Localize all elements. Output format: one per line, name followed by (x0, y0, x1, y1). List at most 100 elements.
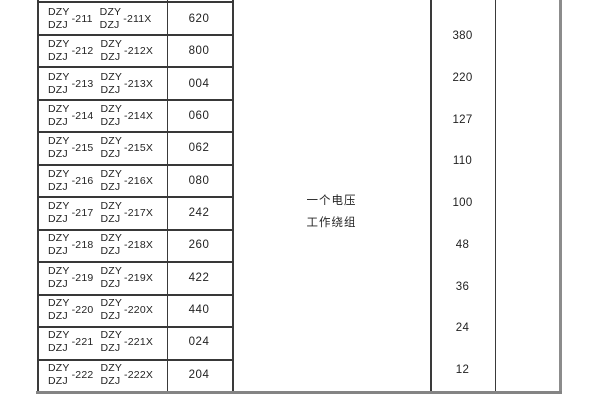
model-group-x: DZY DZJ -220X (100, 297, 153, 323)
model-group-x: DZY DZJ -216X (100, 168, 153, 194)
model-prefix-stack: DZY DZJ (48, 135, 70, 161)
row-separator-line (37, 326, 234, 328)
model-prefix-bottom: DZJ (100, 245, 121, 258)
row-separator-line (37, 228, 234, 231)
model-suffix-x: -213X (124, 77, 154, 90)
model-cell: DZY DZJ -211 DZY DZJ -211X (39, 3, 167, 35)
model-prefix-stack: DZY DZJ (48, 265, 70, 291)
model-cell: DZY DZJ -217 DZY DZJ -217X (39, 197, 167, 229)
empty-column (496, 0, 559, 391)
model-suffix-x: -219X (124, 271, 154, 284)
code-cell: 060 (188, 110, 210, 123)
model-suffix-x: -211X (123, 13, 152, 26)
model-prefix-bottom: DZJ (48, 277, 68, 290)
model-suffix: -217 (71, 207, 94, 220)
model-prefix-stack: DZY DZJ (100, 6, 122, 32)
divider-voltage-empty (494, 0, 496, 393)
row-separator-line (37, 293, 234, 296)
model-prefix-bottom: DZJ (48, 83, 68, 96)
model-prefix-top: DZY (48, 200, 70, 213)
model-prefix-bottom: DZJ (48, 245, 68, 258)
model-prefix-stack: DZY DZJ (48, 297, 70, 323)
model-suffix-x: -222X (124, 368, 154, 381)
model-prefix-top: DZY (48, 70, 70, 83)
code-cell: 080 (188, 174, 210, 187)
model-group-basic: DZY DZJ -221 (48, 329, 93, 355)
model-group-basic: DZY DZJ -215 (48, 135, 93, 161)
model-cell: DZY DZJ -220 DZY DZJ -220X (39, 294, 167, 326)
model-cell: DZY DZJ -219 DZY DZJ -219X (39, 262, 167, 294)
table-row: DZY DZJ -222 DZY DZJ -222X 204 (39, 359, 232, 391)
model-prefix-stack: DZY DZJ (48, 38, 70, 64)
model-prefix-stack: DZY DZJ (48, 200, 70, 226)
model-prefix-top: DZY (100, 103, 123, 116)
model-prefix-top: DZY (48, 329, 70, 342)
code-cell: 062 (188, 142, 210, 155)
model-prefix-bottom: DZJ (48, 310, 68, 323)
row-separator-line (37, 196, 234, 198)
table-row: DZY DZJ -218 DZY DZJ -218X 260 (39, 229, 232, 261)
voltage-value: 380 (452, 30, 473, 42)
voltage-value: 48 (455, 238, 470, 251)
model-prefix-top: DZY (100, 329, 123, 342)
model-prefix-bottom: DZJ (100, 148, 121, 161)
model-group-x: DZY DZJ -213X (100, 71, 153, 97)
table-row: DZY DZJ -219 DZY DZJ -219X 422 (39, 262, 232, 294)
table-row: DZY DZJ -221 DZY DZJ -221X 024 (39, 326, 232, 358)
row-separator-line (37, 1, 234, 3)
model-group-x: DZY DZJ -222X (100, 362, 153, 388)
model-prefix-bottom: DZJ (100, 51, 121, 64)
model-prefix-stack: DZY DZJ (48, 71, 70, 97)
model-prefix-bottom: DZJ (48, 51, 68, 64)
table-row: DZY DZJ -216 DZY DZJ -216X 080 (39, 165, 232, 197)
row-separator-line (37, 261, 234, 263)
voltage-value: 110 (452, 155, 473, 168)
voltage-value: 100 (452, 197, 473, 209)
model-group-basic: DZY DZJ -212 (48, 38, 93, 64)
model-suffix: -211 (71, 13, 93, 26)
model-prefix-stack: DZY DZJ (48, 329, 70, 355)
voltage-value: 24 (455, 322, 470, 335)
model-cell: DZY DZJ -212 DZY DZJ -212X (39, 35, 167, 67)
voltage-value: 36 (455, 280, 470, 293)
model-prefix-top: DZY (48, 6, 70, 19)
model-prefix-top: DZY (48, 361, 70, 374)
model-group-basic: DZY DZJ -217 (48, 200, 93, 226)
model-prefix-bottom: DZJ (100, 116, 121, 129)
model-prefix-top: DZY (100, 264, 123, 277)
model-group-basic: DZY DZJ -213 (48, 71, 93, 97)
model-prefix-bottom: DZJ (100, 213, 121, 226)
code-cell: 800 (188, 45, 210, 58)
model-suffix: -212 (71, 45, 94, 58)
model-prefix-top: DZY (48, 135, 70, 148)
model-prefix-top: DZY (100, 135, 123, 148)
model-cell: DZY DZJ -218 DZY DZJ -218X (39, 229, 167, 261)
model-suffix: -214 (71, 110, 94, 123)
model-prefix-stack: DZY DZJ (48, 168, 70, 194)
table-row: DZY DZJ -214 DZY DZJ -214X 060 (39, 100, 232, 132)
model-prefix-stack: DZY DZJ (100, 265, 122, 291)
model-prefix-top: DZY (100, 361, 123, 374)
model-cell: DZY DZJ -222 DZY DZJ -222X (39, 359, 167, 391)
model-prefix-top: DZY (99, 6, 122, 19)
model-prefix-bottom: DZJ (99, 19, 120, 32)
model-suffix-x: -221X (124, 336, 154, 349)
model-group-basic: DZY DZJ -211 (48, 6, 93, 32)
model-table: DZY DZJ -211 DZY DZJ -211X 620 DZY DZJ (39, 3, 232, 391)
model-prefix-bottom: DZJ (48, 19, 68, 32)
model-prefix-stack: DZY DZJ (100, 71, 122, 97)
model-group-x: DZY DZJ -218X (100, 232, 153, 258)
table-row: DZY DZJ -211 DZY DZJ -211X 620 (39, 3, 232, 35)
model-suffix-x: -214X (124, 110, 154, 123)
model-prefix-top: DZY (48, 297, 70, 310)
model-prefix-stack: DZY DZJ (48, 6, 70, 32)
model-prefix-top: DZY (100, 38, 123, 51)
code-cell: 242 (188, 207, 210, 220)
code-cell: 004 (188, 77, 210, 90)
model-prefix-stack: DZY DZJ (100, 200, 122, 226)
code-cell: 422 (188, 271, 210, 284)
row-separator-line (37, 66, 234, 68)
model-prefix-bottom: DZJ (100, 180, 121, 193)
row-separator-line (37, 131, 234, 133)
